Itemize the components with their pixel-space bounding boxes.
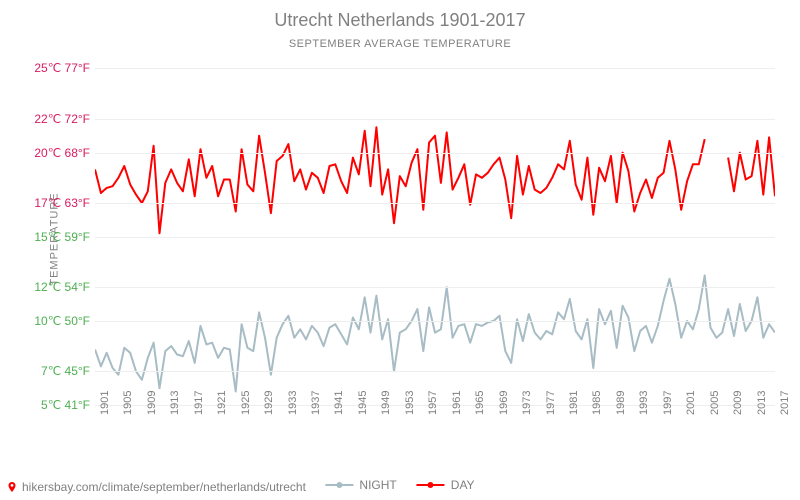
x-tick-label: 1937 bbox=[310, 391, 322, 415]
x-tick-label: 1969 bbox=[498, 391, 510, 415]
legend-line bbox=[417, 484, 445, 486]
y-tick-label: 25℃ 77°F bbox=[30, 61, 90, 75]
x-tick-label: 1981 bbox=[568, 391, 580, 415]
x-tick-label: 1933 bbox=[287, 391, 299, 415]
y-tick-label: 22℃ 72°F bbox=[30, 112, 90, 126]
gridline bbox=[95, 287, 775, 288]
x-tick-label: 2017 bbox=[779, 391, 791, 415]
series-line-day bbox=[95, 127, 775, 233]
legend-line bbox=[325, 484, 353, 486]
x-tick-label: 2013 bbox=[756, 391, 768, 415]
legend-item-night: NIGHT bbox=[325, 478, 396, 492]
chart-title: Utrecht Netherlands 1901-2017 bbox=[274, 10, 525, 31]
chart-container: Utrecht Netherlands 1901-2017 SEPTEMBER … bbox=[0, 0, 800, 500]
x-tick-label: 1921 bbox=[216, 391, 228, 415]
x-tick-label: 1957 bbox=[427, 391, 439, 415]
legend: NIGHT DAY bbox=[325, 478, 474, 492]
y-tick-label: 20℃ 68°F bbox=[30, 146, 90, 160]
x-tick-label: 1997 bbox=[662, 391, 674, 415]
gridline bbox=[95, 153, 775, 154]
x-tick-label: 1945 bbox=[357, 391, 369, 415]
x-tick-label: 1961 bbox=[451, 391, 463, 415]
x-tick-label: 2005 bbox=[709, 391, 721, 415]
x-tick-label: 1985 bbox=[591, 391, 603, 415]
x-tick-label: 1929 bbox=[263, 391, 275, 415]
source-link[interactable]: hikersbay.com/climate/september/netherla… bbox=[6, 480, 306, 494]
x-tick-label: 1989 bbox=[615, 391, 627, 415]
legend-marker bbox=[428, 482, 434, 488]
x-tick-label: 2001 bbox=[685, 391, 697, 415]
y-tick-label: 12℃ 54°F bbox=[30, 280, 90, 294]
source-text: hikersbay.com/climate/september/netherla… bbox=[22, 480, 306, 494]
series-line-night bbox=[95, 275, 775, 391]
plot-svg bbox=[95, 60, 775, 405]
gridline bbox=[95, 68, 775, 69]
x-tick-label: 1941 bbox=[333, 391, 345, 415]
chart-subtitle: SEPTEMBER AVERAGE TEMPERATURE bbox=[289, 38, 511, 50]
y-tick-label: 5℃ 41°F bbox=[30, 398, 90, 412]
x-tick-label: 1977 bbox=[545, 391, 557, 415]
legend-marker bbox=[336, 482, 342, 488]
x-tick-label: 1913 bbox=[169, 391, 181, 415]
y-tick-label: 7℃ 45°F bbox=[30, 364, 90, 378]
legend-label: NIGHT bbox=[359, 478, 396, 492]
x-tick-label: 1917 bbox=[193, 391, 205, 415]
plot-area bbox=[95, 60, 775, 405]
legend-label: DAY bbox=[451, 478, 475, 492]
gridline bbox=[95, 119, 775, 120]
gridline bbox=[95, 371, 775, 372]
gridline bbox=[95, 203, 775, 204]
x-tick-label: 1993 bbox=[638, 391, 650, 415]
y-tick-label: 15℃ 59°F bbox=[30, 230, 90, 244]
x-tick-label: 2009 bbox=[732, 391, 744, 415]
y-tick-label: 17℃ 63°F bbox=[30, 196, 90, 210]
y-tick-label: 10℃ 50°F bbox=[30, 314, 90, 328]
legend-item-day: DAY bbox=[417, 478, 475, 492]
gridline bbox=[95, 237, 775, 238]
gridline bbox=[95, 321, 775, 322]
x-tick-label: 1901 bbox=[99, 391, 111, 415]
x-tick-label: 1925 bbox=[240, 391, 252, 415]
x-tick-label: 1909 bbox=[146, 391, 158, 415]
x-tick-label: 1905 bbox=[122, 391, 134, 415]
x-tick-label: 1953 bbox=[404, 391, 416, 415]
x-tick-label: 1949 bbox=[380, 391, 392, 415]
x-tick-label: 1965 bbox=[474, 391, 486, 415]
x-tick-label: 1973 bbox=[521, 391, 533, 415]
pin-icon bbox=[6, 481, 18, 493]
